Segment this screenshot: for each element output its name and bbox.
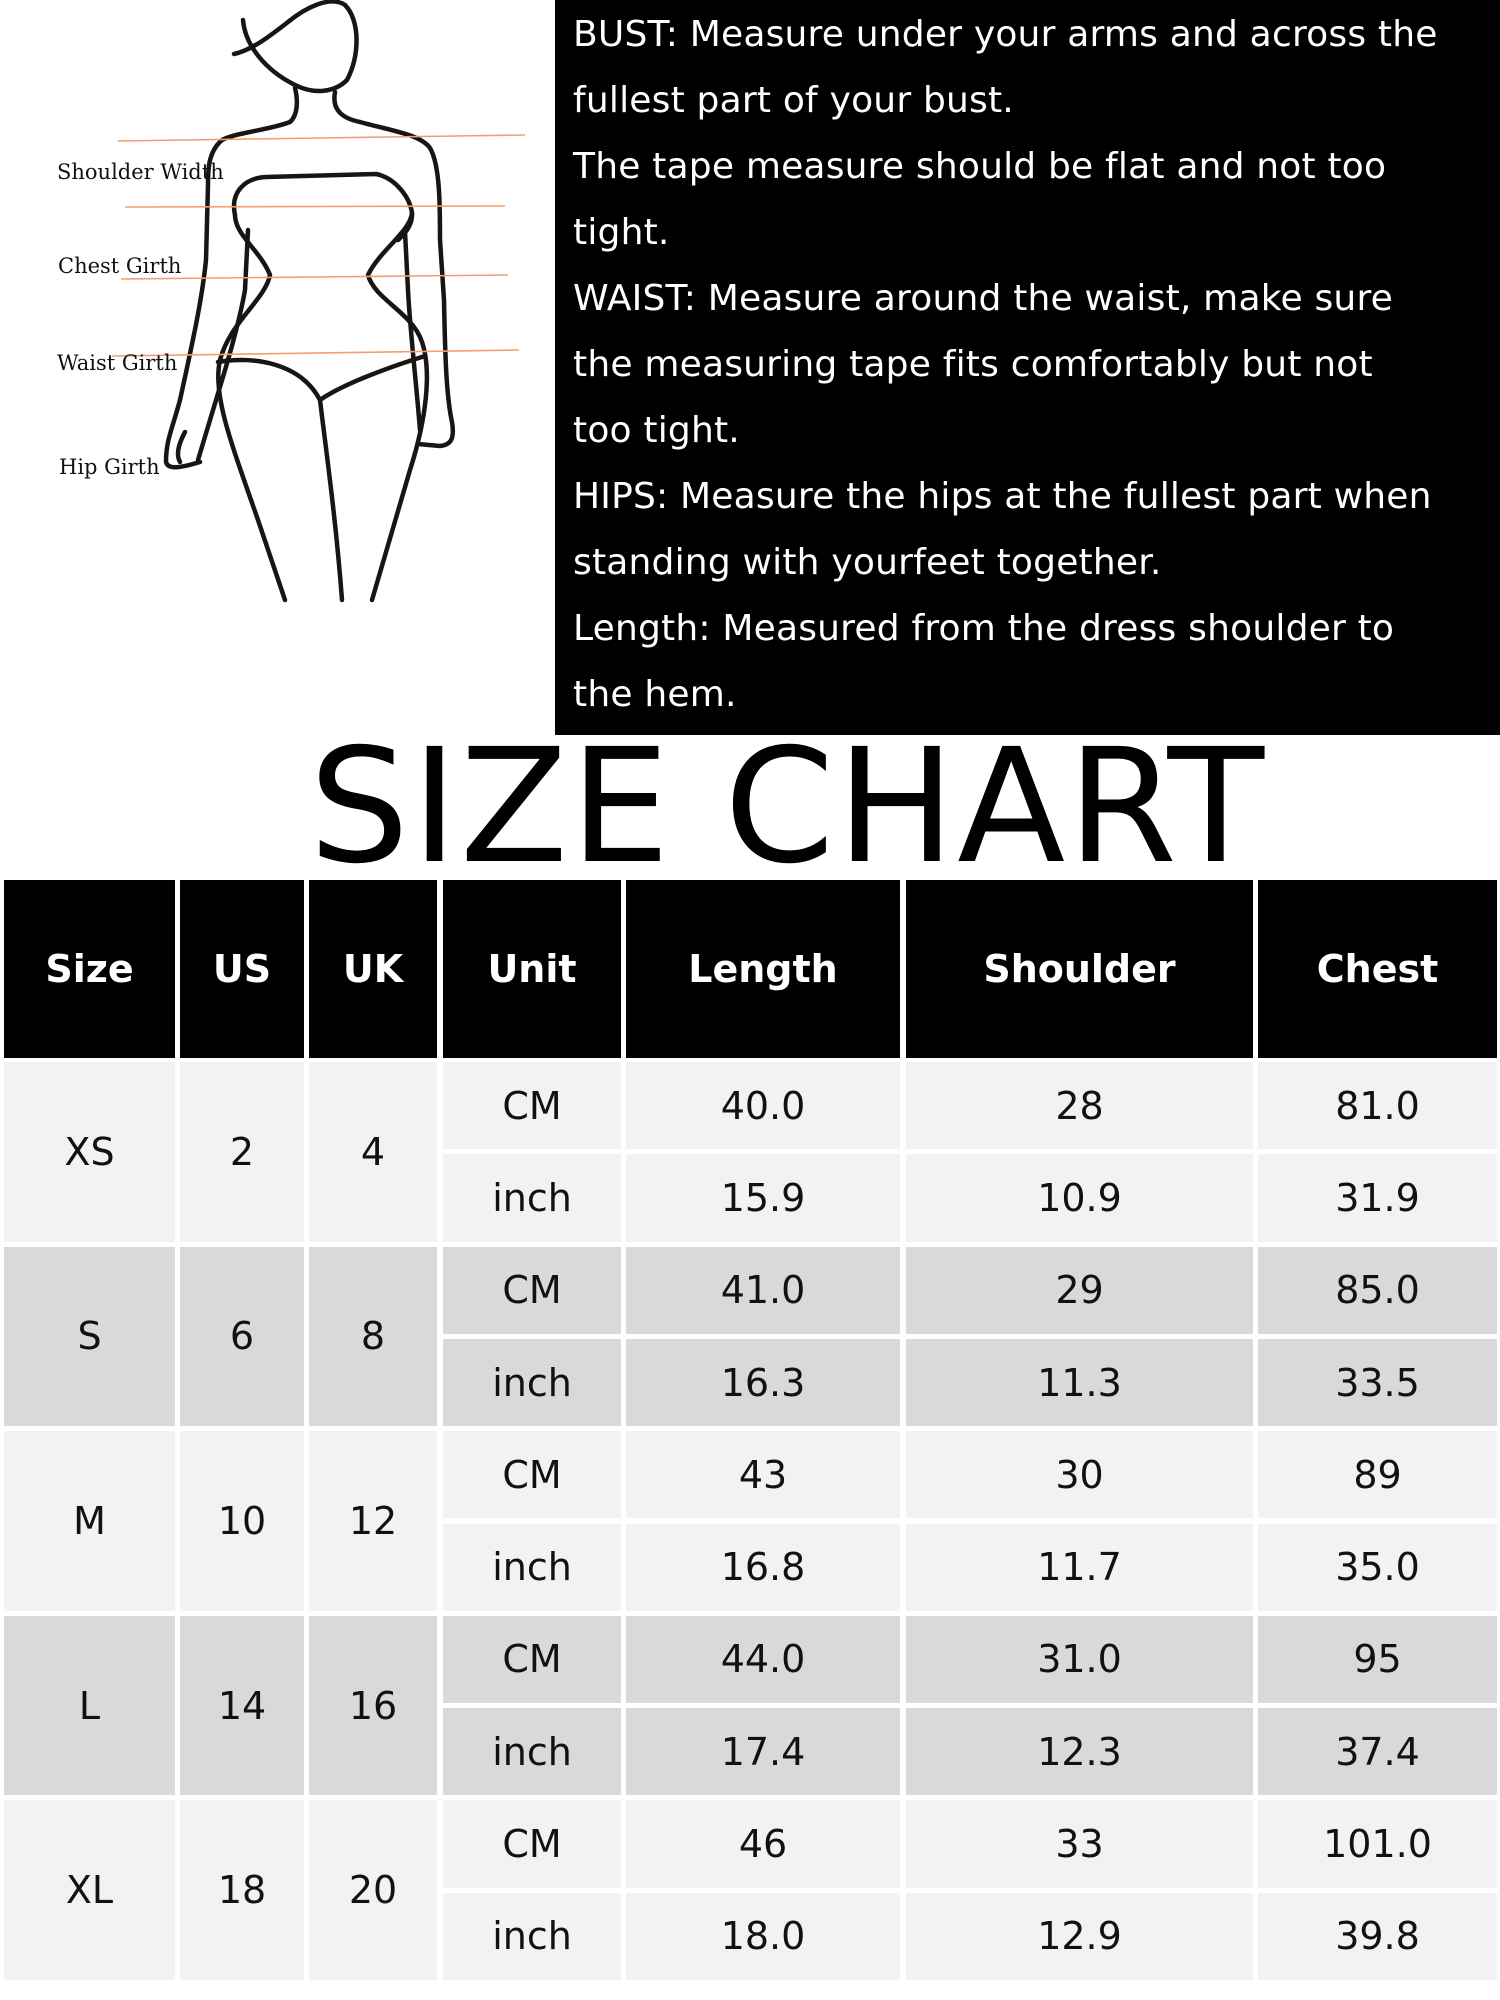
column-header: US <box>180 880 304 1058</box>
unit-cell: CM <box>443 1800 621 1888</box>
column-header: Size <box>4 880 175 1058</box>
label-hip-girth: Hip Girth <box>59 455 160 479</box>
us-cell: 6 <box>180 1246 304 1427</box>
uk-cell: 12 <box>309 1431 437 1611</box>
measurement-cell: 37.4 <box>1258 1708 1497 1796</box>
unit-cell: inch <box>443 1523 621 1611</box>
label-chest-girth: Chest Girth <box>58 254 182 278</box>
uk-cell: 8 <box>309 1246 437 1427</box>
column-header: Length <box>626 880 900 1058</box>
column-header: Shoulder <box>906 880 1253 1058</box>
measurement-cell: 89 <box>1258 1431 1497 1519</box>
body-measurement-figure: Shoulder Width Chest Girth Waist Girth H… <box>0 0 555 750</box>
guide-line: BUST: Measure under your arms and across… <box>573 14 1438 55</box>
measurement-cell: 33.5 <box>1258 1338 1497 1427</box>
measurement-cell: 95 <box>1258 1615 1497 1704</box>
us-cell: 14 <box>180 1615 304 1796</box>
measurement-cell: 29 <box>906 1246 1253 1334</box>
measurement-cell: 85.0 <box>1258 1246 1497 1334</box>
guide-line: the measuring tape fits comfortably but … <box>573 344 1373 385</box>
chest-girth-line <box>124 205 506 208</box>
measurement-cell: 11.7 <box>906 1523 1253 1611</box>
size-cell: L <box>4 1615 175 1796</box>
measurement-cell: 33 <box>906 1800 1253 1888</box>
measurement-cell: 31.9 <box>1258 1154 1497 1242</box>
unit-cell: inch <box>443 1154 621 1242</box>
hip-girth-line <box>111 349 520 357</box>
us-cell: 10 <box>180 1431 304 1611</box>
measurement-cell: 101.0 <box>1258 1800 1497 1888</box>
unit-cell: inch <box>443 1338 621 1427</box>
measurement-cell: 12.3 <box>906 1708 1253 1796</box>
label-shoulder-width: Shoulder Width <box>57 160 224 184</box>
size-cell: XS <box>4 1062 175 1242</box>
measurement-cell: 16.3 <box>626 1338 900 1427</box>
measurement-cell: 35.0 <box>1258 1523 1497 1611</box>
label-waist-girth: Waist Girth <box>57 351 178 375</box>
size-cell: M <box>4 1431 175 1611</box>
guide-line: too tight. <box>573 410 740 451</box>
uk-cell: 16 <box>309 1615 437 1796</box>
guide-line: WAIST: Measure around the waist, make su… <box>573 278 1393 319</box>
unit-cell: CM <box>443 1431 621 1519</box>
guide-line: fullest part of your bust. <box>573 80 1014 121</box>
measurement-lines <box>111 134 526 357</box>
unit-cell: CM <box>443 1062 621 1150</box>
guide-line: tight. <box>573 212 670 253</box>
us-cell: 18 <box>180 1800 304 1980</box>
measurement-cell: 16.8 <box>626 1523 900 1611</box>
us-cell: 2 <box>180 1062 304 1242</box>
unit-cell: inch <box>443 1708 621 1796</box>
unit-cell: inch <box>443 1892 621 1980</box>
measurement-cell: 46 <box>626 1800 900 1888</box>
measurement-cell: 81.0 <box>1258 1062 1497 1150</box>
measurement-cell: 11.3 <box>906 1338 1253 1427</box>
measurement-cell: 28 <box>906 1062 1253 1150</box>
uk-cell: 20 <box>309 1800 437 1980</box>
unit-cell: CM <box>443 1615 621 1704</box>
guide-line: HIPS: Measure the hips at the fullest pa… <box>573 476 1432 517</box>
measurement-cell: 12.9 <box>906 1892 1253 1980</box>
column-header: UK <box>309 880 437 1058</box>
measurement-cell: 10.9 <box>906 1154 1253 1242</box>
size-cell: S <box>4 1246 175 1427</box>
measurement-cell: 18.0 <box>626 1892 900 1980</box>
page-title: SIZE CHART <box>308 715 1267 899</box>
guide-line: Length: Measured from the dress shoulder… <box>573 608 1395 649</box>
measurement-cell: 39.8 <box>1258 1892 1497 1980</box>
measurement-cell: 40.0 <box>626 1062 900 1150</box>
measurement-cell: 31.0 <box>906 1615 1253 1704</box>
measurement-cell: 44.0 <box>626 1615 900 1704</box>
measurement-cell: 17.4 <box>626 1708 900 1796</box>
measurement-cell: 15.9 <box>626 1154 900 1242</box>
shoulder-width-line <box>117 134 526 142</box>
column-header: Unit <box>443 880 621 1058</box>
column-header: Chest <box>1258 880 1497 1058</box>
measurement-cell: 41.0 <box>626 1246 900 1334</box>
measurement-cell: 43 <box>626 1431 900 1519</box>
size-cell: XL <box>4 1800 175 1980</box>
measurement-guide: BUST: Measure under your arms and across… <box>555 0 1500 735</box>
guide-line: the hem. <box>573 674 737 715</box>
guide-line: standing with yourfeet together. <box>573 542 1162 583</box>
measurement-cell: 30 <box>906 1431 1253 1519</box>
waist-girth-line <box>120 274 509 280</box>
uk-cell: 4 <box>309 1062 437 1242</box>
guide-line: The tape measure should be flat and not … <box>573 146 1387 187</box>
unit-cell: CM <box>443 1246 621 1334</box>
body-outline-illustration <box>111 0 526 603</box>
